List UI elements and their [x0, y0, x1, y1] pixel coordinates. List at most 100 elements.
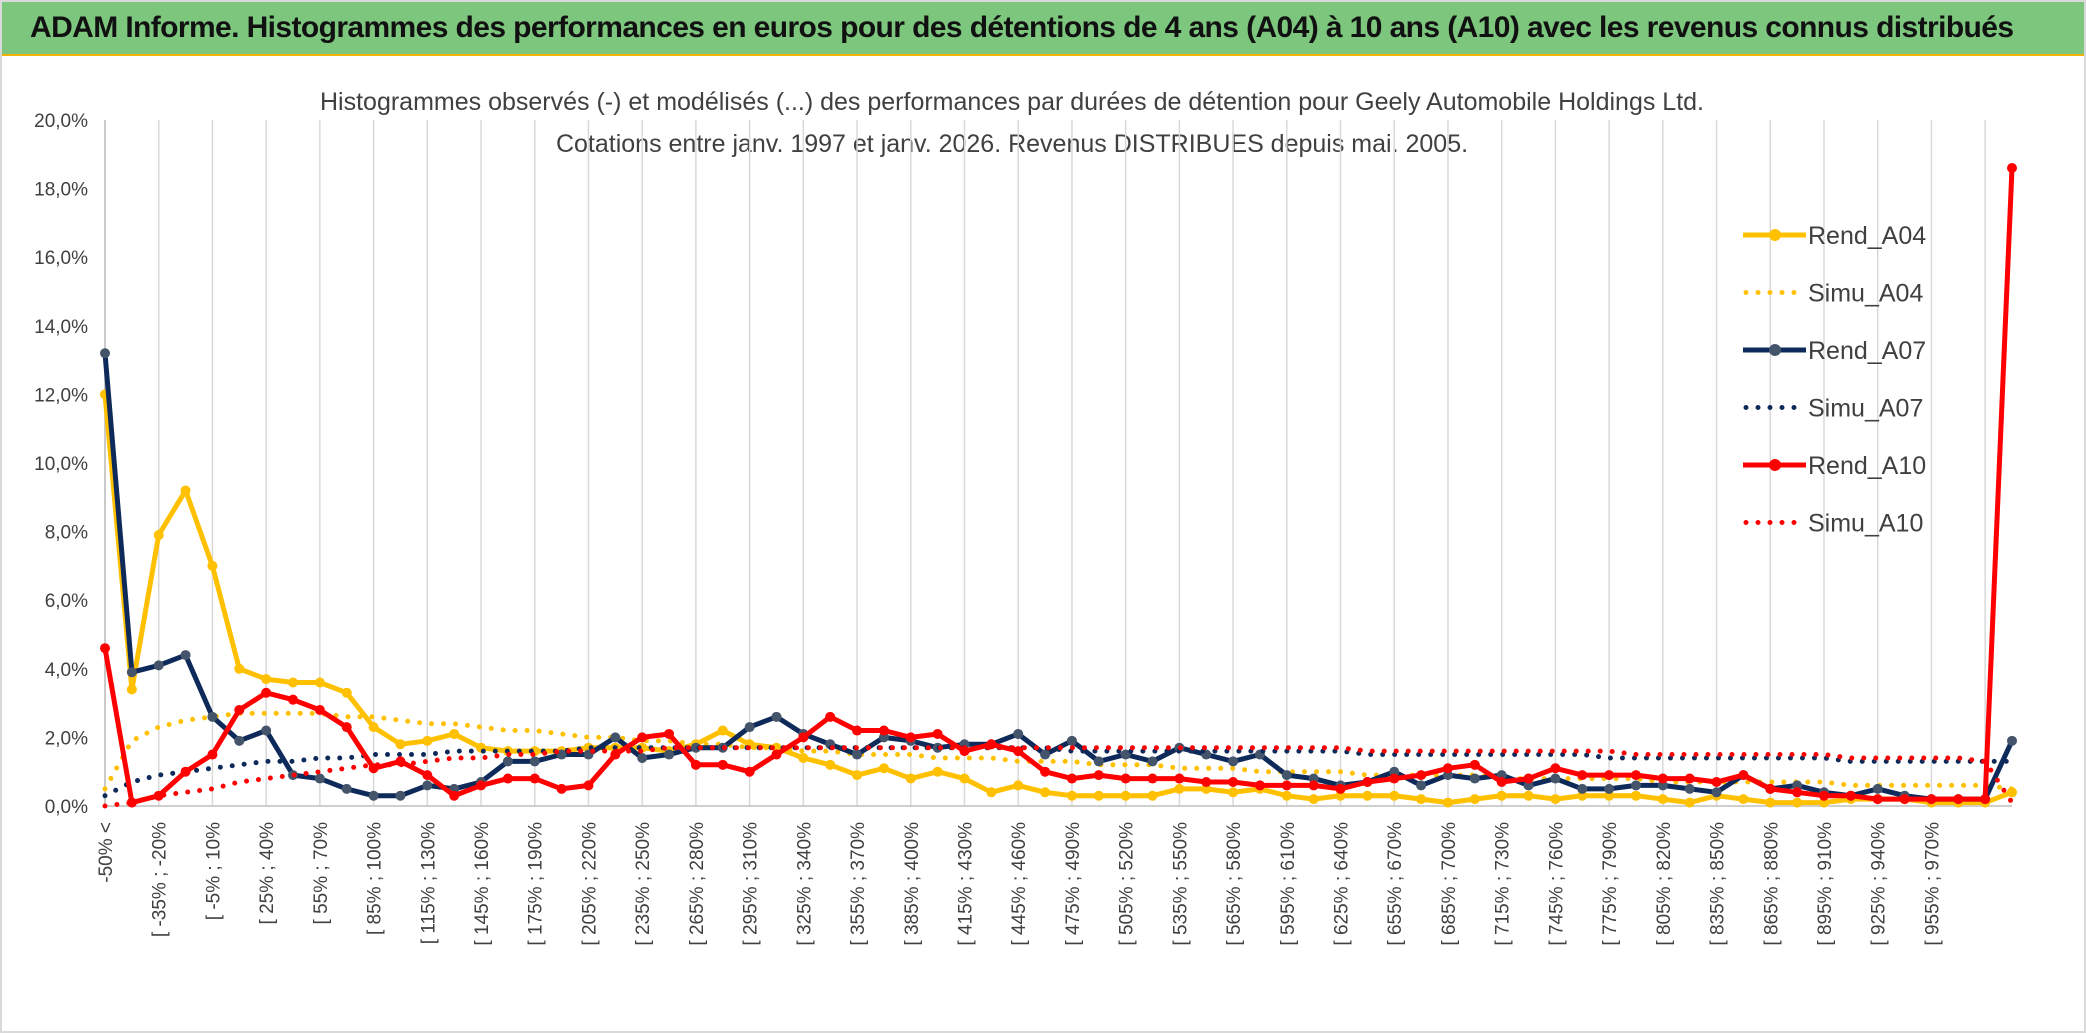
- data-point-rend-a07: [341, 783, 352, 794]
- data-point-rend-a04: [1765, 797, 1776, 808]
- data-point-rend-a04: [1523, 790, 1534, 801]
- y-tick-label: 4,0%: [45, 660, 88, 681]
- legend-marker: [1769, 459, 1781, 471]
- x-tick-label: [ 685% ; 700%: [1439, 822, 1460, 946]
- data-point-rend-a10: [529, 773, 540, 784]
- y-tick-label: 8,0%: [45, 523, 88, 544]
- data-point-rend-a07: [1792, 780, 1803, 791]
- x-tick-label: [ 175% ; 190%: [526, 822, 547, 946]
- series-simu-a10: [102, 745, 2015, 809]
- data-point-rend-a04: [1174, 783, 1185, 794]
- data-point-rend-a10: [1228, 776, 1239, 787]
- data-point-rend-a10: [180, 766, 191, 777]
- data-point-rend-a04: [234, 663, 245, 674]
- legend-item-simu-a04: Simu_A04: [1743, 280, 1923, 308]
- data-point-rend-a10: [637, 732, 648, 743]
- data-point-rend-a10: [771, 749, 782, 760]
- legend-label: Rend_A10: [1808, 452, 1926, 480]
- x-tick-label: [ 55% ; 70%: [311, 822, 332, 925]
- data-point-rend-a10: [1845, 790, 1856, 801]
- legend-item-rend-a07: Rend_A07: [1743, 337, 1926, 365]
- data-point-rend-a10: [798, 732, 809, 743]
- y-tick-label: 2,0%: [45, 728, 88, 749]
- x-tick-label: [ 265% ; 280%: [687, 822, 708, 946]
- y-tick-label: 18,0%: [34, 180, 88, 201]
- data-point-rend-a10: [1201, 776, 1212, 787]
- data-point-rend-a07: [1657, 780, 1668, 791]
- data-point-rend-a10: [1657, 773, 1668, 784]
- legend-item-simu-a10: Simu_A10: [1743, 510, 1923, 538]
- data-point-rend-a07: [1013, 728, 1024, 739]
- legend-marker: [1769, 344, 1781, 356]
- series-line-rend-a07: [102, 352, 2015, 802]
- data-point-rend-a04: [1335, 790, 1346, 801]
- data-point-rend-a10: [1174, 773, 1185, 784]
- data-point-rend-a07: [368, 790, 379, 801]
- data-point-rend-a10: [1523, 773, 1534, 784]
- data-point-rend-a07: [1040, 749, 1051, 760]
- x-tick-label: [ 355% ; 370%: [848, 822, 869, 946]
- data-point-rend-a10: [1442, 763, 1453, 774]
- data-point-rend-a07: [422, 780, 433, 791]
- series-line-rend-a10: [102, 167, 2015, 806]
- data-point-rend-a10: [288, 694, 299, 705]
- x-tick-label: [ 115% ; 130%: [418, 822, 439, 944]
- legend-item-simu-a07: Simu_A07: [1743, 395, 1923, 423]
- x-tick-label: [ 775% ; 790%: [1600, 822, 1621, 946]
- data-point-rend-a10: [1792, 787, 1803, 798]
- legend-label: Simu_A07: [1808, 395, 1923, 423]
- data-point-rend-a04: [1308, 794, 1319, 805]
- data-point-rend-a07: [852, 749, 863, 760]
- x-tick-label: [ 235% ; 250%: [633, 822, 654, 946]
- data-point-rend-a07: [153, 660, 164, 671]
- data-point-rend-a10: [1093, 770, 1104, 781]
- data-point-rend-a07: [1469, 773, 1480, 784]
- y-tick-label: 20,0%: [34, 111, 88, 132]
- data-point-rend-a04: [1147, 790, 1158, 801]
- x-tick-label: [ 625% ; 640%: [1332, 822, 1353, 946]
- x-axis-tick-labels: -50% < [ -35% ; -20% [ -5% ; 10% [ 25% ; 40…: [96, 822, 1943, 946]
- data-point-rend-a04: [959, 773, 970, 784]
- data-point-rend-a10: [1738, 770, 1749, 781]
- data-point-rend-a04: [1093, 790, 1104, 801]
- data-point-rend-a04: [932, 766, 943, 777]
- data-point-rend-a07: [690, 742, 701, 753]
- data-point-rend-a04: [878, 763, 889, 774]
- data-point-rend-a10: [449, 790, 460, 801]
- data-point-rend-a10: [1013, 746, 1024, 757]
- data-point-rend-a10: [744, 766, 755, 777]
- x-tick-label: [ 325% ; 340%: [794, 822, 815, 946]
- legend-item-rend-a10: Rend_A10: [1743, 452, 1926, 480]
- data-point-rend-a04: [825, 759, 836, 770]
- data-point-rend-a10: [100, 643, 110, 654]
- data-point-rend-a04: [1604, 790, 1615, 801]
- data-point-rend-a07: [529, 756, 540, 767]
- data-point-rend-a10: [314, 704, 325, 715]
- data-point-rend-a07: [1416, 780, 1427, 791]
- y-axis-tick-labels: 0,0% 2,0% 4,0% 6,0% 8,0% 10,0% 12,0% 14,0% 16,0%…: [34, 111, 88, 818]
- data-point-rend-a07: [878, 732, 889, 743]
- data-point-rend-a04: [395, 739, 406, 750]
- data-point-rend-a10: [422, 770, 433, 781]
- data-point-rend-a04: [368, 722, 379, 733]
- series-line-simu-a07: [102, 745, 2015, 799]
- data-point-rend-a07: [1630, 780, 1641, 791]
- data-point-rend-a10: [852, 725, 863, 736]
- series-lines: [100, 163, 2017, 809]
- data-point-rend-a10: [932, 728, 943, 739]
- data-point-rend-a04: [1792, 797, 1803, 808]
- data-point-rend-a04: [1657, 794, 1668, 805]
- data-point-rend-a04: [1416, 794, 1427, 805]
- data-point-rend-a04: [126, 684, 137, 695]
- chart-legend: Rend_A04 Simu_A04 Rend_A07 Simu_A07 Rend_A10…: [1743, 222, 1926, 538]
- data-point-rend-a04: [1818, 797, 1829, 808]
- data-point-rend-a10: [1980, 794, 1991, 805]
- data-point-rend-a10: [1684, 773, 1695, 784]
- x-tick-label: [ 385% ; 400%: [902, 822, 923, 946]
- data-point-rend-a10: [1496, 776, 1507, 787]
- data-point-rend-a07: [2007, 735, 2017, 746]
- x-tick-label: [ 955% ; 970%: [1922, 822, 1943, 946]
- data-point-rend-a10: [1281, 780, 1292, 791]
- x-tick-label: -50% <: [96, 822, 117, 883]
- data-point-rend-a10: [1765, 783, 1776, 794]
